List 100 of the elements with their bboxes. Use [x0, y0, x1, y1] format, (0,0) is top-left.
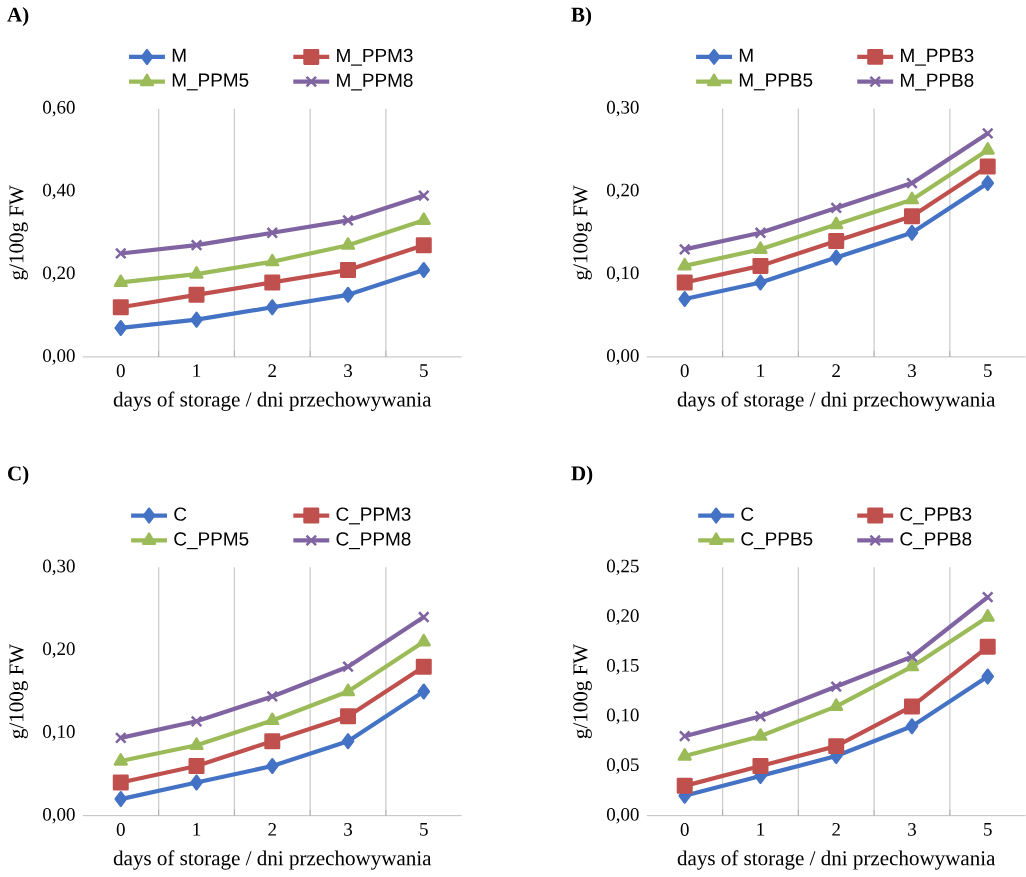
point	[341, 287, 355, 304]
legend-label: C_PPB3	[900, 507, 972, 525]
point	[830, 680, 843, 693]
legend-label: M_PPB5	[739, 73, 813, 91]
point	[829, 698, 844, 712]
legend-label: C_PPM8	[336, 532, 411, 550]
point	[752, 758, 769, 775]
point	[754, 710, 767, 723]
point	[754, 226, 767, 239]
point	[678, 243, 691, 256]
point	[112, 774, 129, 791]
point	[189, 266, 204, 279]
point	[188, 287, 205, 304]
legend-label: M_PPM3	[337, 48, 413, 66]
point	[341, 733, 355, 750]
point	[113, 274, 128, 288]
point	[113, 753, 128, 766]
y-tick-label: 0,60	[43, 101, 75, 117]
x-tick-label: 5	[984, 364, 992, 378]
point	[981, 175, 995, 192]
x-tick-label: 2	[832, 364, 840, 378]
point	[905, 224, 919, 241]
point	[188, 758, 205, 775]
point	[829, 249, 843, 266]
point	[340, 262, 357, 279]
x-tick-label: 2	[268, 364, 276, 378]
point	[979, 638, 996, 655]
legend-label: C_PPM5	[174, 532, 249, 550]
x-axis-title: days of storage / dni przechowywania	[677, 391, 996, 412]
x-tick-label: 3	[344, 364, 353, 378]
x-tick-label: 5	[420, 364, 428, 378]
point	[830, 202, 843, 215]
y-tick-label: 0,20	[606, 183, 639, 200]
point	[676, 274, 693, 291]
chart-title: B)	[571, 7, 592, 27]
point	[678, 291, 692, 308]
legend-label: C	[174, 507, 187, 521]
point	[903, 208, 920, 225]
x-tick-label: 2	[832, 823, 840, 836]
point	[342, 214, 355, 227]
point	[114, 731, 127, 745]
y-tick-label: 0,30	[606, 101, 639, 117]
point	[114, 791, 128, 808]
point	[415, 237, 432, 254]
point	[753, 241, 768, 255]
x-axis-title: days of storage / dni przechowywania	[113, 850, 432, 870]
point	[265, 758, 279, 775]
y-tick-label: 0,25	[606, 559, 639, 576]
y-axis-title: g/100g FW	[9, 644, 28, 739]
y-tick-label: 0,00	[43, 349, 75, 365]
point	[266, 226, 279, 239]
legend-label: M_PPM8	[337, 73, 413, 91]
legend-label: M_PPB3	[901, 48, 974, 66]
x-tick-label: 3	[908, 823, 916, 836]
x-tick-label: 1	[757, 364, 765, 378]
point	[417, 611, 430, 624]
point	[678, 730, 691, 743]
point	[190, 774, 203, 791]
y-tick-label: 0,00	[606, 349, 639, 365]
point	[416, 633, 431, 647]
x-tick-label: 0	[680, 364, 689, 378]
y-tick-label: 0,10	[606, 266, 639, 283]
point	[904, 191, 920, 205]
point	[114, 247, 127, 260]
point	[677, 748, 692, 761]
point	[981, 668, 995, 685]
point	[265, 299, 279, 316]
y-tick-label: 0,30	[43, 559, 75, 576]
legend-label: M_PPM5	[172, 73, 249, 91]
y-axis-title: g/100g FW	[573, 185, 592, 280]
y-axis-title: g/100g FW	[573, 644, 592, 739]
chart-title: A)	[7, 7, 29, 27]
y-tick-label: 0,20	[606, 609, 639, 625]
point	[190, 239, 203, 252]
x-tick-label: 1	[193, 364, 201, 378]
point	[416, 212, 431, 226]
x-tick-label: 3	[908, 364, 916, 378]
y-tick-label: 0,00	[43, 808, 75, 824]
point	[676, 778, 693, 795]
point	[417, 683, 431, 700]
point	[264, 733, 281, 750]
legend-label: C_PPB8	[900, 532, 972, 550]
point	[980, 609, 995, 622]
point	[981, 591, 994, 604]
point	[114, 320, 128, 337]
point	[340, 237, 356, 250]
x-tick-label: 1	[193, 823, 201, 836]
x-tick-label: 2	[268, 823, 276, 836]
point	[677, 258, 692, 271]
point	[754, 274, 767, 291]
point	[112, 299, 129, 316]
point	[980, 142, 995, 155]
point	[829, 216, 844, 230]
point	[340, 683, 356, 697]
legend-label: C_PPM3	[336, 507, 411, 525]
point	[265, 253, 280, 267]
y-tick-label: 0,15	[606, 659, 639, 675]
point	[417, 262, 431, 279]
point	[752, 258, 769, 275]
point	[904, 658, 920, 672]
